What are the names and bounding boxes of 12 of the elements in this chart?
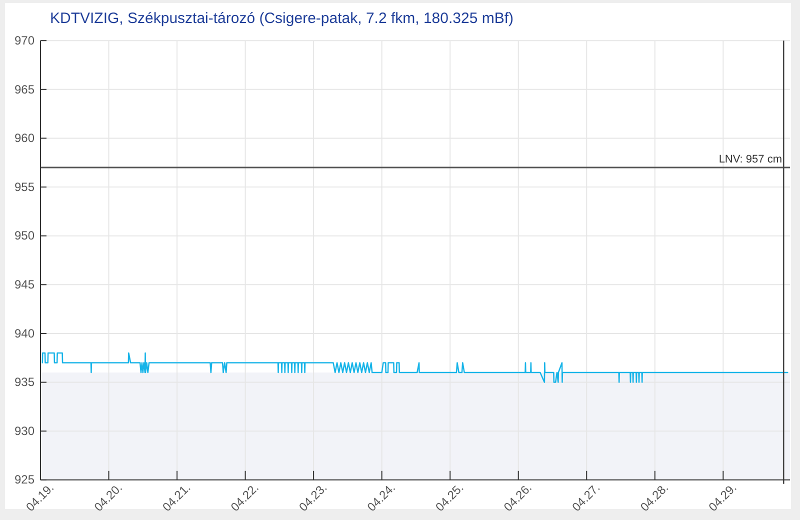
y-tick-label: 930 bbox=[14, 424, 35, 438]
y-tick-label: 925 bbox=[14, 472, 35, 487]
ref-line-label: LNV: 957 cm bbox=[718, 154, 782, 166]
y-tick-label: 955 bbox=[14, 180, 35, 194]
y-tick-label: 960 bbox=[14, 131, 35, 146]
y-tick-label: 965 bbox=[14, 82, 35, 96]
y-tick-label: 945 bbox=[14, 277, 35, 292]
y-tick-label: 940 bbox=[14, 326, 35, 340]
y-tick-label: 970 bbox=[14, 33, 35, 48]
chart-title: KDTVIZIG, Székpusztai-tározó (Csigere-patak, 7.2 fkm, 180.325 mBf) bbox=[50, 10, 514, 27]
y-tick-label: 935 bbox=[14, 375, 35, 390]
y-tick-label: 950 bbox=[14, 228, 35, 243]
